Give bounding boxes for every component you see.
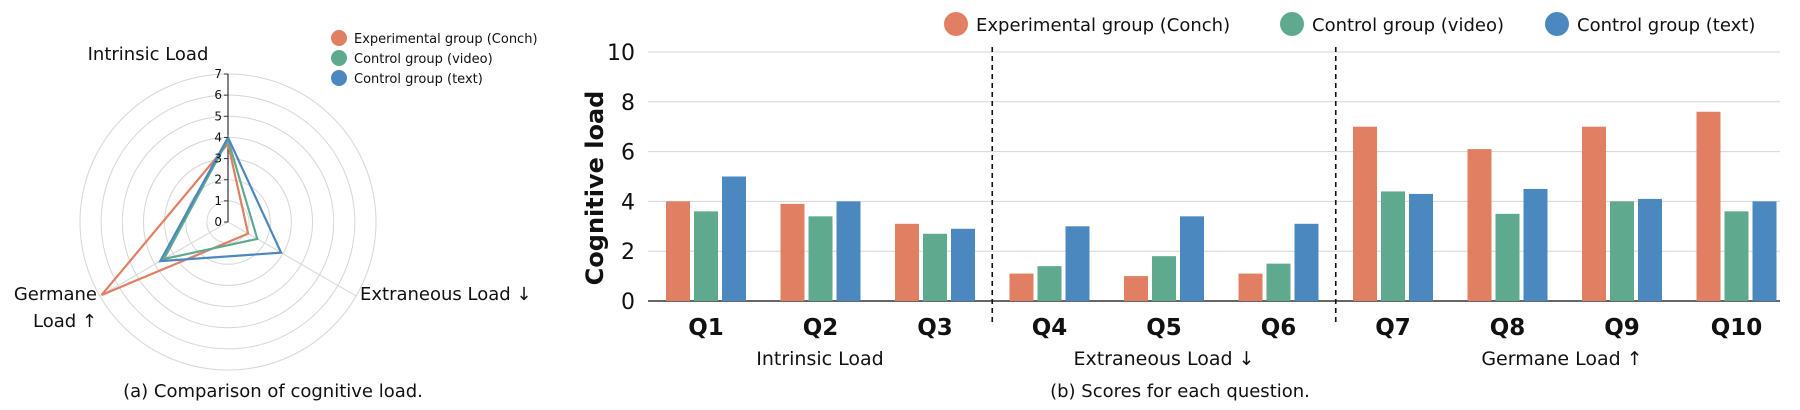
radar-tick-label-1: 1 [214, 194, 222, 208]
radar-tick-label-6: 6 [214, 88, 222, 102]
bar-marks [666, 111, 1777, 301]
radar-series-video [161, 136, 259, 261]
bar-video-q8 [1495, 213, 1520, 301]
bar-x-tick-q10: Q10 [1711, 315, 1763, 341]
radar-axis-label-germane: Germane [14, 284, 97, 305]
bar-video-q4 [1037, 266, 1062, 301]
bar-video-q5 [1152, 256, 1176, 301]
radar-tick-labels: 0 1 2 3 4 5 6 7 [214, 67, 228, 229]
radar-legend-label-text: Control group (text) [354, 72, 483, 87]
bar-video-q9 [1610, 201, 1634, 301]
group-dividers [991, 47, 1337, 325]
bar-y-tick-4: 4 [621, 190, 635, 215]
bar-x-tick-q2: Q2 [803, 315, 839, 341]
bar-y-tick-2: 2 [621, 240, 635, 265]
bar-video-q2 [808, 216, 833, 301]
radar-legend-marker-video [331, 50, 347, 66]
radar-tick-label-2: 2 [214, 173, 222, 187]
radar-series-text [158, 134, 283, 263]
bar-x-tick-labels: Q1 Q2 Q3 Q4 Q5 Q6 Q7 Q8 Q9 Q10 [688, 315, 1762, 341]
bar-video-q1 [694, 211, 718, 301]
bar-conch-q2 [780, 203, 805, 301]
radar-legend: Experimental group (Conch) Control group… [331, 30, 538, 87]
radar-spoke-1 [227, 221, 357, 297]
group-label-extraneous: Extraneous Load ↓ [1073, 348, 1254, 370]
bar-text-q10 [1752, 201, 1777, 301]
bar-text-q3 [951, 228, 975, 301]
radar-tick-label-5: 5 [214, 109, 222, 123]
bar-conch-q7 [1353, 126, 1377, 301]
radar-axis-label-germane-line2: Load ↑ [33, 311, 97, 332]
bar-conch-q1 [666, 201, 690, 301]
bar-legend-marker-text [1545, 12, 1569, 36]
bar-conch-q6 [1238, 273, 1263, 301]
radar-legend-label-video: Control group (video) [354, 52, 493, 67]
bar-y-axis-label: Cognitive load [581, 91, 609, 286]
radar-tick-label-7: 7 [214, 67, 222, 81]
radar-series-conch [100, 141, 250, 296]
radar-legend-label-conch: Experimental group (Conch) [354, 32, 538, 47]
bar-x-tick-q6: Q6 [1261, 315, 1297, 341]
bar-x-tick-q7: Q7 [1375, 315, 1411, 341]
bar-conch-q4 [1009, 273, 1034, 301]
bar-legend: Experimental group (Conch) Control group… [944, 12, 1755, 36]
bar-x-tick-q4: Q4 [1032, 315, 1068, 341]
radar-tick-label-4: 4 [214, 130, 222, 144]
bar-video-q10 [1724, 211, 1749, 301]
bar-chart: 0 2 4 6 8 10 Q1 Q2 Q3 Q4 Q5 Q6 Q7 Q8 Q9 Q10 Cognitive … [581, 12, 1780, 402]
bar-caption: (b) Scores for each question. [1050, 381, 1310, 402]
bar-legend-label-conch: Experimental group (Conch) [976, 15, 1230, 36]
group-label-germane: Germane Load ↑ [1481, 348, 1642, 370]
bar-x-tick-q1: Q1 [688, 315, 724, 341]
bar-y-tick-0: 0 [621, 290, 635, 315]
bar-video-q3 [923, 233, 947, 301]
bar-y-tick-8: 8 [621, 91, 635, 116]
bar-legend-marker-video [1280, 12, 1304, 36]
bar-y-tick-6: 6 [621, 141, 635, 166]
bar-conch-q3 [895, 223, 919, 301]
bar-legend-label-text: Control group (text) [1577, 15, 1755, 36]
bar-conch-q5 [1124, 276, 1148, 301]
bar-conch-q8 [1467, 149, 1492, 301]
bar-text-q5 [1180, 216, 1204, 301]
bar-video-q7 [1381, 191, 1405, 301]
bar-text-q7 [1409, 193, 1433, 301]
bar-x-tick-q3: Q3 [917, 315, 953, 341]
bar-x-tick-q9: Q9 [1604, 315, 1640, 341]
bar-legend-marker-conch [944, 12, 968, 36]
bar-text-q6 [1294, 223, 1319, 301]
bar-x-tick-q8: Q8 [1490, 315, 1526, 341]
bar-y-tick-10: 10 [607, 41, 635, 66]
bar-text-q9 [1638, 198, 1662, 301]
bar-text-q1 [722, 176, 746, 301]
bar-text-q2 [836, 201, 861, 301]
radar-tick-label-3: 3 [214, 152, 222, 166]
radar-caption: (a) Comparison of cognitive load. [123, 381, 423, 402]
group-label-intrinsic: Intrinsic Load [756, 348, 883, 370]
radar-legend-marker-conch [331, 30, 347, 46]
bar-y-tick-labels: 0 2 4 6 8 10 [607, 41, 635, 315]
bar-conch-q9 [1582, 126, 1606, 301]
bar-conch-q10 [1696, 111, 1721, 301]
bar-text-q4 [1065, 226, 1090, 301]
bar-video-q6 [1266, 263, 1291, 301]
radar-chart: 0 1 2 3 4 5 6 7 Intrinsic Load Extraneous Load … [14, 30, 538, 402]
radar-legend-marker-text [331, 70, 347, 86]
radar-series [100, 134, 283, 296]
radar-axis-label-extraneous: Extraneous Load ↓ [360, 284, 532, 305]
bar-text-q8 [1523, 188, 1548, 301]
radar-axis-label-intrinsic: Intrinsic Load [88, 44, 209, 65]
bar-x-tick-q5: Q5 [1146, 315, 1182, 341]
radar-tick-label-0: 0 [214, 215, 222, 229]
bar-legend-label-video: Control group (video) [1312, 15, 1504, 36]
